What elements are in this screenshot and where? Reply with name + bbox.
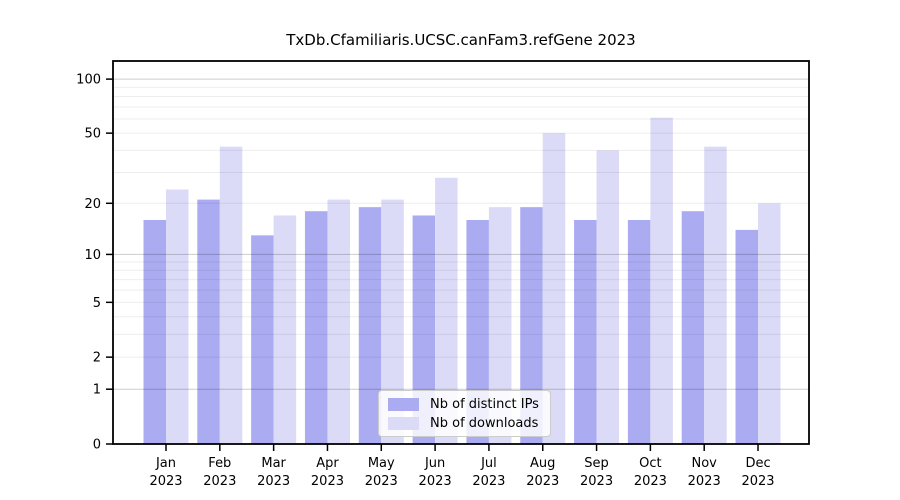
bar-downloads-oct bbox=[650, 117, 673, 444]
x-tick-label-year: 2023 bbox=[203, 474, 236, 489]
bar-distinct-ips-nov bbox=[681, 211, 705, 444]
legend-swatch-downloads bbox=[388, 416, 419, 430]
x-tick-label-month: Mar bbox=[261, 456, 286, 471]
bar-distinct-ips-jul bbox=[466, 219, 489, 444]
bar-downloads-jun bbox=[435, 177, 458, 444]
x-tick-label-year: 2023 bbox=[311, 474, 344, 489]
bar-downloads-feb bbox=[219, 146, 243, 444]
y-tick-label: 1 bbox=[93, 383, 101, 398]
legend-label: Nb of downloads bbox=[430, 415, 539, 431]
x-tick-label-month: Jan bbox=[155, 456, 176, 471]
bar-downloads-may bbox=[381, 199, 404, 444]
x-tick-label-month: Apr bbox=[316, 456, 339, 471]
bar-distinct-ips-may bbox=[358, 207, 382, 444]
x-tick-label-year: 2023 bbox=[365, 474, 398, 489]
x-tick-label-month: Jul bbox=[480, 456, 497, 471]
x-tick-label-year: 2023 bbox=[472, 474, 505, 489]
y-tick-label: 20 bbox=[84, 197, 101, 212]
x-tick-label-year: 2023 bbox=[580, 474, 613, 489]
x-tick-label-month: Oct bbox=[639, 456, 661, 471]
y-tick-label: 2 bbox=[93, 351, 101, 366]
x-tick-label-year: 2023 bbox=[741, 474, 774, 489]
bar-downloads-nov bbox=[704, 146, 727, 444]
legend: Nb of distinct IPs Nb of downloads bbox=[378, 390, 551, 437]
bar-distinct-ips-jun bbox=[412, 215, 436, 444]
bar-downloads-mar bbox=[273, 215, 297, 444]
x-tick-label-year: 2023 bbox=[526, 474, 559, 489]
bar-distinct-ips-feb bbox=[197, 199, 220, 444]
legend-item-distinct-ips: Nb of distinct IPs bbox=[388, 396, 541, 412]
bar-downloads-jul bbox=[488, 207, 512, 444]
bar-downloads-aug bbox=[542, 133, 566, 444]
x-tick-label-year: 2023 bbox=[634, 474, 667, 489]
x-tick-label-year: 2023 bbox=[257, 474, 290, 489]
x-tick-label-year: 2023 bbox=[149, 474, 182, 489]
x-tick-label-month: Aug bbox=[530, 456, 555, 471]
bar-distinct-ips-aug bbox=[520, 207, 543, 444]
legend-swatch-distinct-ips bbox=[388, 397, 419, 411]
legend-item-downloads: Nb of downloads bbox=[388, 415, 541, 431]
x-tick-label-month: Dec bbox=[745, 456, 770, 471]
bar-distinct-ips-jan bbox=[143, 219, 166, 444]
plot-border bbox=[112, 60, 810, 445]
bar-downloads-sep bbox=[596, 150, 620, 445]
x-tick-label-month: May bbox=[368, 456, 395, 471]
legend-label: Nb of distinct IPs bbox=[430, 396, 539, 412]
x-tick-label-year: 2023 bbox=[688, 474, 721, 489]
y-tick-label: 5 bbox=[93, 296, 101, 311]
x-tick-label-year: 2023 bbox=[419, 474, 452, 489]
y-tick-label: 0 bbox=[93, 438, 101, 453]
bar-distinct-ips-apr bbox=[304, 211, 328, 444]
y-tick-label: 10 bbox=[84, 248, 101, 263]
bar-distinct-ips-dec bbox=[735, 229, 759, 444]
x-tick-label-month: Jun bbox=[424, 456, 445, 471]
bar-downloads-jan bbox=[166, 189, 189, 444]
bar-downloads-apr bbox=[327, 199, 350, 444]
bar-distinct-ips-mar bbox=[251, 235, 274, 444]
x-tick-label-month: Feb bbox=[208, 456, 231, 471]
bar-downloads-dec bbox=[758, 203, 781, 444]
x-tick-label-month: Sep bbox=[584, 456, 609, 471]
bar-distinct-ips-oct bbox=[627, 219, 651, 444]
y-tick-label: 50 bbox=[84, 127, 101, 142]
x-tick-label-month: Nov bbox=[692, 456, 718, 471]
y-tick-label: 100 bbox=[76, 73, 101, 88]
chart-title: TxDb.Cfamiliaris.UCSC.canFam3.refGene 20… bbox=[286, 31, 636, 49]
bar-distinct-ips-sep bbox=[574, 219, 597, 444]
